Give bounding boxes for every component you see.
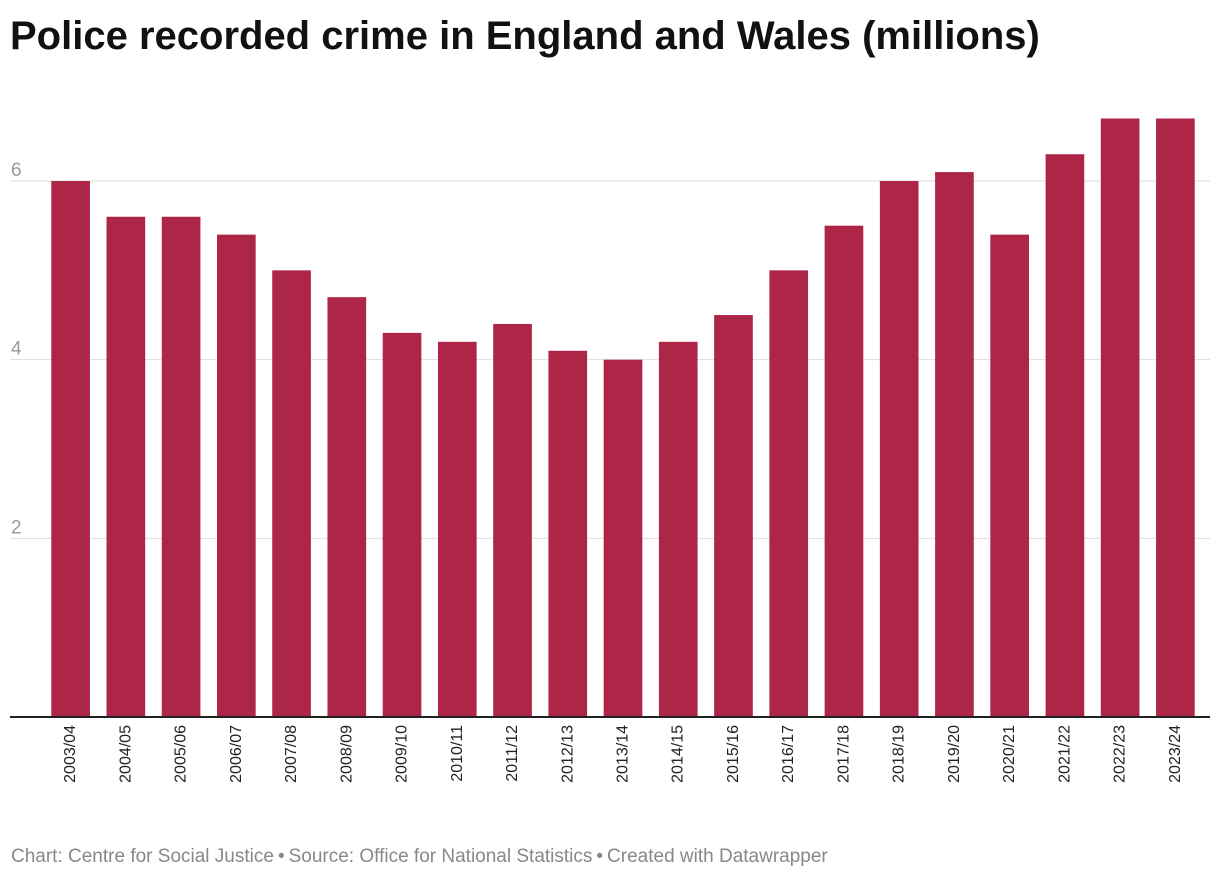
bar bbox=[1100, 118, 1140, 717]
bar bbox=[603, 359, 643, 717]
bar bbox=[935, 172, 974, 717]
bar bbox=[217, 234, 256, 718]
chart-footer: Chart: Centre for Social Justice • Source:… bbox=[11, 846, 828, 868]
x-tick-label: 2022/23 bbox=[1112, 725, 1129, 783]
x-tick-label: 2004/05 bbox=[117, 725, 134, 783]
bar bbox=[824, 225, 864, 717]
x-tick-label: 2016/17 bbox=[780, 725, 797, 783]
footer-separator: • bbox=[596, 846, 604, 867]
chart-title: Police recorded crime in England and Wal… bbox=[10, 14, 1040, 58]
bar bbox=[272, 270, 311, 717]
bar bbox=[493, 323, 532, 717]
bar bbox=[658, 341, 698, 717]
x-tick-label: 2018/19 bbox=[891, 725, 908, 783]
footer-separator: • bbox=[277, 846, 285, 867]
x-tick-label: 2007/08 bbox=[283, 725, 300, 783]
x-tick-label: 2011/12 bbox=[504, 725, 521, 782]
x-tick-label: 2010/11 bbox=[449, 725, 466, 782]
x-tick-label: 2005/06 bbox=[173, 725, 190, 783]
x-tick-label: 2020/21 bbox=[1001, 725, 1018, 783]
bar bbox=[51, 181, 90, 717]
x-tick-label: 2009/10 bbox=[394, 725, 411, 783]
x-tick-label: 2006/07 bbox=[228, 725, 245, 783]
x-tick-label: 2013/14 bbox=[615, 725, 632, 783]
x-tick-label: 2023/24 bbox=[1167, 725, 1184, 783]
bar bbox=[1156, 118, 1195, 717]
bar bbox=[161, 216, 201, 717]
x-tick-label: 2008/09 bbox=[338, 725, 355, 783]
y-tick-label: 4 bbox=[11, 339, 22, 360]
created-with-credit: Created with Datawrapper bbox=[607, 846, 828, 867]
bars bbox=[51, 118, 1195, 718]
bar bbox=[714, 315, 753, 717]
bar bbox=[106, 216, 146, 717]
x-tick-label: 2012/13 bbox=[559, 725, 576, 783]
bar bbox=[548, 350, 588, 717]
bar bbox=[327, 297, 367, 717]
x-tick-label: 2003/04 bbox=[62, 725, 79, 783]
y-tick-label: 2 bbox=[11, 517, 22, 538]
y-tick-label: 6 bbox=[11, 160, 22, 181]
x-tick-label: 2014/15 bbox=[670, 725, 687, 783]
bar bbox=[769, 270, 809, 717]
bar bbox=[437, 341, 477, 717]
bar bbox=[879, 181, 919, 717]
x-tick-label: 2019/20 bbox=[946, 725, 963, 783]
source-credit: Source: Office for National Statistics bbox=[288, 846, 593, 867]
bar bbox=[382, 332, 422, 717]
bar bbox=[1045, 154, 1085, 717]
x-tick-label: 2021/22 bbox=[1056, 725, 1073, 783]
bar bbox=[990, 234, 1029, 718]
chart-credit: Chart: Centre for Social Justice bbox=[11, 846, 274, 867]
tick-labels: 2 4 6 2003/04 2004/05 2005/06 2006/07 2007/08 20… bbox=[11, 160, 1184, 783]
x-tick-label: 2015/16 bbox=[725, 725, 742, 783]
x-tick-label: 2017/18 bbox=[835, 725, 852, 783]
